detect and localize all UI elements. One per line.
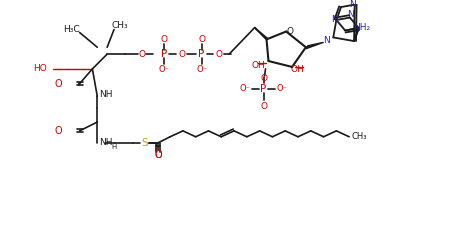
Text: O⁻: O⁻: [159, 65, 170, 74]
Text: O: O: [216, 50, 223, 59]
Text: S: S: [141, 138, 148, 148]
Text: N: N: [331, 15, 338, 24]
Text: N: N: [347, 10, 354, 19]
Text: HO: HO: [33, 64, 47, 73]
Text: H: H: [111, 144, 117, 150]
Text: O: O: [260, 102, 267, 111]
Text: O⁻: O⁻: [277, 84, 288, 93]
Text: P: P: [260, 84, 267, 93]
Text: O⁻: O⁻: [239, 84, 250, 93]
Text: O: O: [54, 79, 62, 89]
Text: CH₃: CH₃: [111, 21, 128, 30]
Text: NH₂: NH₂: [354, 23, 371, 32]
Text: N: N: [323, 36, 330, 45]
Text: O: O: [178, 50, 185, 59]
Text: O: O: [198, 35, 205, 44]
Polygon shape: [255, 28, 267, 38]
Text: CH₃: CH₃: [351, 132, 367, 141]
Polygon shape: [306, 42, 324, 49]
Text: O: O: [161, 35, 168, 44]
Text: OH: OH: [252, 61, 265, 71]
Text: O: O: [155, 151, 162, 161]
Text: H₃C: H₃C: [64, 25, 80, 34]
Text: N: N: [349, 0, 356, 9]
Text: O: O: [260, 74, 267, 83]
Text: O: O: [54, 126, 62, 136]
Text: O: O: [138, 50, 145, 59]
Text: NH: NH: [100, 90, 113, 99]
Text: O: O: [287, 27, 293, 36]
Text: O: O: [155, 151, 162, 161]
Text: P: P: [199, 49, 205, 59]
Text: OH: OH: [290, 65, 304, 74]
Text: P: P: [161, 49, 167, 59]
Text: NH: NH: [100, 138, 113, 147]
Text: O⁻: O⁻: [196, 65, 207, 74]
